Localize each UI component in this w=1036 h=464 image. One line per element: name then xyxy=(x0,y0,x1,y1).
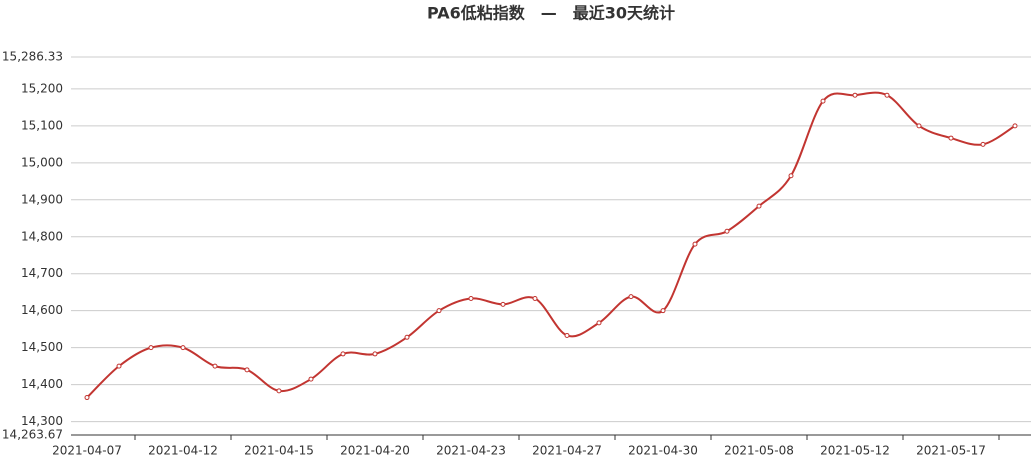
point xyxy=(692,241,698,247)
point xyxy=(820,98,826,104)
y-tick-label: 14,500 xyxy=(21,340,63,354)
y-tick-label: 15,100 xyxy=(21,118,63,132)
x-tick-label: 2021-04-20 xyxy=(340,444,410,458)
point xyxy=(532,295,538,301)
point xyxy=(916,123,922,129)
point xyxy=(660,308,666,314)
point xyxy=(500,301,506,307)
y-tick-label: 15,200 xyxy=(21,81,63,95)
point xyxy=(788,173,794,179)
x-tick-label: 2021-05-17 xyxy=(916,444,986,458)
point xyxy=(884,92,890,98)
point xyxy=(84,395,90,401)
point xyxy=(436,308,442,314)
point xyxy=(596,320,602,326)
point xyxy=(244,367,250,373)
x-tick-label: 2021-04-30 xyxy=(628,444,698,458)
point xyxy=(180,345,186,351)
point xyxy=(372,351,378,357)
point xyxy=(404,334,410,340)
point xyxy=(212,363,218,369)
point xyxy=(980,141,986,147)
chart-title: PA6低粘指数 — 最近30天统计 xyxy=(427,4,675,23)
x-tick-label: 2021-04-12 xyxy=(148,444,218,458)
line xyxy=(86,91,1016,399)
y-tick-label: 14,600 xyxy=(21,303,63,317)
point xyxy=(756,203,762,209)
y-tick-label: 15,286.33 xyxy=(2,50,63,64)
point xyxy=(340,351,346,357)
point xyxy=(308,376,314,382)
y-tick-label: 14,300 xyxy=(21,414,63,428)
y-tick-label: 15,000 xyxy=(21,155,63,169)
point xyxy=(116,363,122,369)
x-tick-label: 2021-05-08 xyxy=(724,444,794,458)
point xyxy=(628,294,634,300)
point xyxy=(276,388,282,394)
y-tick-label: 14,800 xyxy=(21,229,63,243)
x-tick-label: 2021-04-27 xyxy=(532,444,602,458)
point xyxy=(724,228,730,234)
y-tick-label: 14,263.67 xyxy=(2,428,63,442)
x-tick-label: 2021-04-15 xyxy=(244,444,314,458)
point xyxy=(148,345,154,351)
y-tick-label: 14,900 xyxy=(21,192,63,206)
x-tick-label: 2021-05-12 xyxy=(820,444,890,458)
x-tick-label: 2021-04-07 xyxy=(52,444,122,458)
point xyxy=(468,295,474,301)
point xyxy=(1012,123,1018,129)
y-tick-label: 14,700 xyxy=(21,266,63,280)
point xyxy=(564,332,570,338)
point xyxy=(852,92,858,98)
x-tick-label: 2021-04-23 xyxy=(436,444,506,458)
y-tick-label: 14,400 xyxy=(21,377,63,391)
point xyxy=(948,135,954,141)
